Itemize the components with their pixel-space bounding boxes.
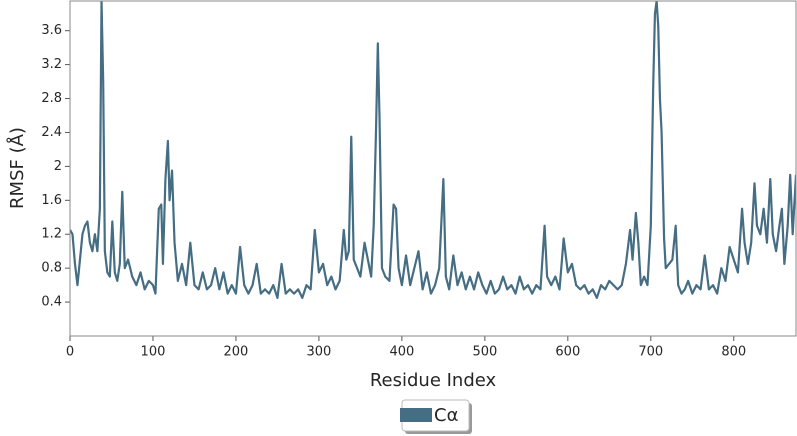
legend-label: Cα xyxy=(434,405,458,426)
y-tick-label: 1.2 xyxy=(41,227,62,242)
y-tick-label: 2.4 xyxy=(41,125,62,140)
legend-swatch xyxy=(400,408,432,422)
plot xyxy=(70,1,796,299)
x-tick-label: 800 xyxy=(721,345,746,360)
x-tick-label: 500 xyxy=(472,345,497,360)
plot-frame xyxy=(69,0,797,337)
x-axis-label: Residue Index xyxy=(370,370,497,391)
y-tick-label: 0.4 xyxy=(41,295,62,310)
x-tick-label: 100 xyxy=(141,345,166,360)
x-tick-label: 700 xyxy=(638,345,663,360)
data-line xyxy=(70,1,796,299)
x-tick-label: 0 xyxy=(66,345,74,360)
legend: Cα xyxy=(400,399,472,434)
y-tick-label: 2 xyxy=(54,159,62,174)
y-tick-label: 3.2 xyxy=(41,57,62,72)
y-axis-label: RMSF (Å) xyxy=(6,127,28,209)
y-tick-label: 1.6 xyxy=(41,193,62,208)
y-tick-label: 2.8 xyxy=(41,91,62,106)
x-tick-label: 300 xyxy=(307,345,332,360)
y-tick-label: 3.6 xyxy=(41,23,62,38)
y-tick-label: 0.8 xyxy=(41,261,62,276)
x-tick-label: 400 xyxy=(389,345,414,360)
x-tick-label: 600 xyxy=(555,345,580,360)
x-tick-label: 200 xyxy=(224,345,249,360)
